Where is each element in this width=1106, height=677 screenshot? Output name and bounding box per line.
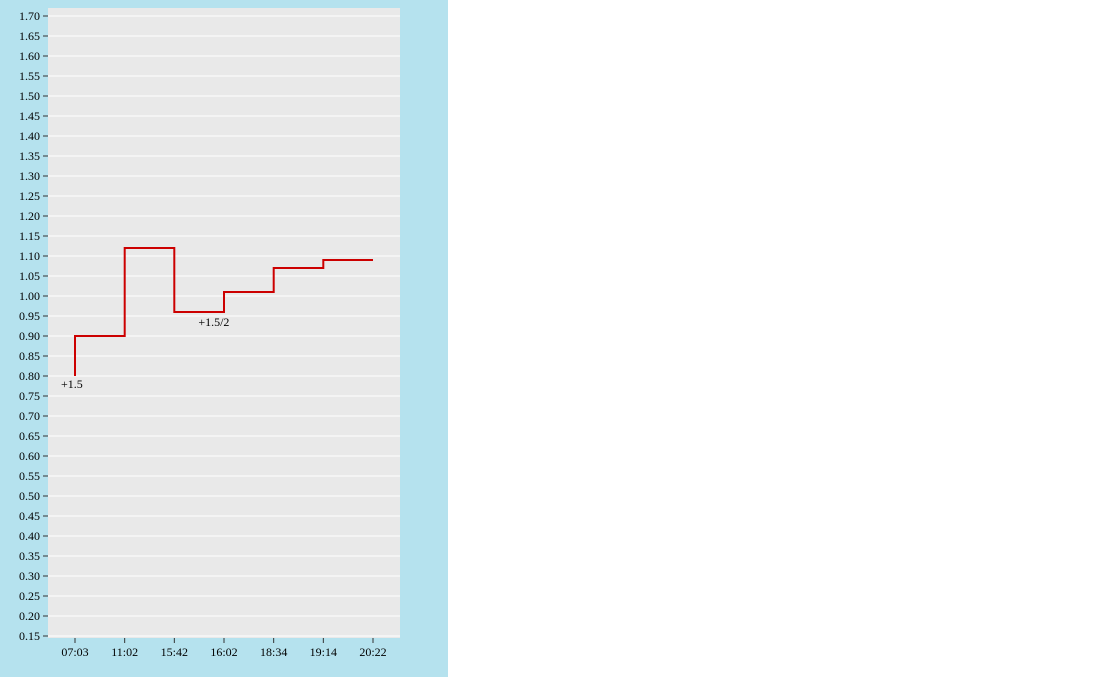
x-axis-label: 20:22 (359, 645, 386, 659)
y-axis-label: 1.40 (19, 129, 40, 143)
y-axis-label: 0.50 (19, 489, 40, 503)
y-axis-label: 0.90 (19, 329, 40, 343)
y-axis-label: 0.30 (19, 569, 40, 583)
y-axis-label: 0.70 (19, 409, 40, 423)
y-axis-label: 1.20 (19, 209, 40, 223)
y-axis-label: 0.80 (19, 369, 40, 383)
y-axis-label: 0.15 (19, 629, 40, 643)
y-axis-label: 1.70 (19, 9, 40, 23)
odds-chart-panel: 1.70 1.65 1.60 1.55 1.50 1.45 1.40 1.35 1.30 1.25… (0, 0, 448, 677)
y-axis-label: 1.50 (19, 89, 40, 103)
y-axis-label: 0.85 (19, 349, 40, 363)
y-axis-label: 0.20 (19, 609, 40, 623)
y-axis-label: 0.95 (19, 309, 40, 323)
x-axis-label: 07:03 (61, 645, 88, 659)
y-axis-label: 1.55 (19, 69, 40, 83)
y-axis-label: 1.30 (19, 169, 40, 183)
y-axis-label: 0.65 (19, 429, 40, 443)
y-axis-label: 1.10 (19, 249, 40, 263)
x-axis-label: 16:02 (210, 645, 237, 659)
x-axis-label: 18:34 (260, 645, 287, 659)
y-axis-label: 1.65 (19, 29, 40, 43)
y-axis-label: 1.25 (19, 189, 40, 203)
y-axis-label: 0.35 (19, 549, 40, 563)
y-axis-label: 1.45 (19, 109, 40, 123)
y-axis-label: 0.45 (19, 509, 40, 523)
y-axis-label: 0.40 (19, 529, 40, 543)
y-axis-label: 0.75 (19, 389, 40, 403)
y-axis-label: 0.55 (19, 469, 40, 483)
y-axis-label: 1.05 (19, 269, 40, 283)
plot-area (48, 8, 400, 638)
x-axis-label: 11:02 (111, 645, 138, 659)
y-axis-label: 1.60 (19, 49, 40, 63)
y-axis-label: 1.15 (19, 229, 40, 243)
odds-line (74, 247, 373, 376)
y-axis-label: 0.60 (19, 449, 40, 463)
y-axis-label: 1.00 (19, 289, 40, 303)
x-axis-label: 15:42 (161, 645, 188, 659)
handicap-annotation: +1.5 (61, 377, 83, 391)
x-axis-label: 19:14 (310, 645, 337, 659)
odds-step-chart: 1.70 1.65 1.60 1.55 1.50 1.45 1.40 1.35 1.30 1.25… (19, 8, 400, 659)
handicap-annotation: +1.5/2 (198, 315, 229, 329)
y-axis-label: 0.25 (19, 589, 40, 603)
y-axis-label: 1.35 (19, 149, 40, 163)
